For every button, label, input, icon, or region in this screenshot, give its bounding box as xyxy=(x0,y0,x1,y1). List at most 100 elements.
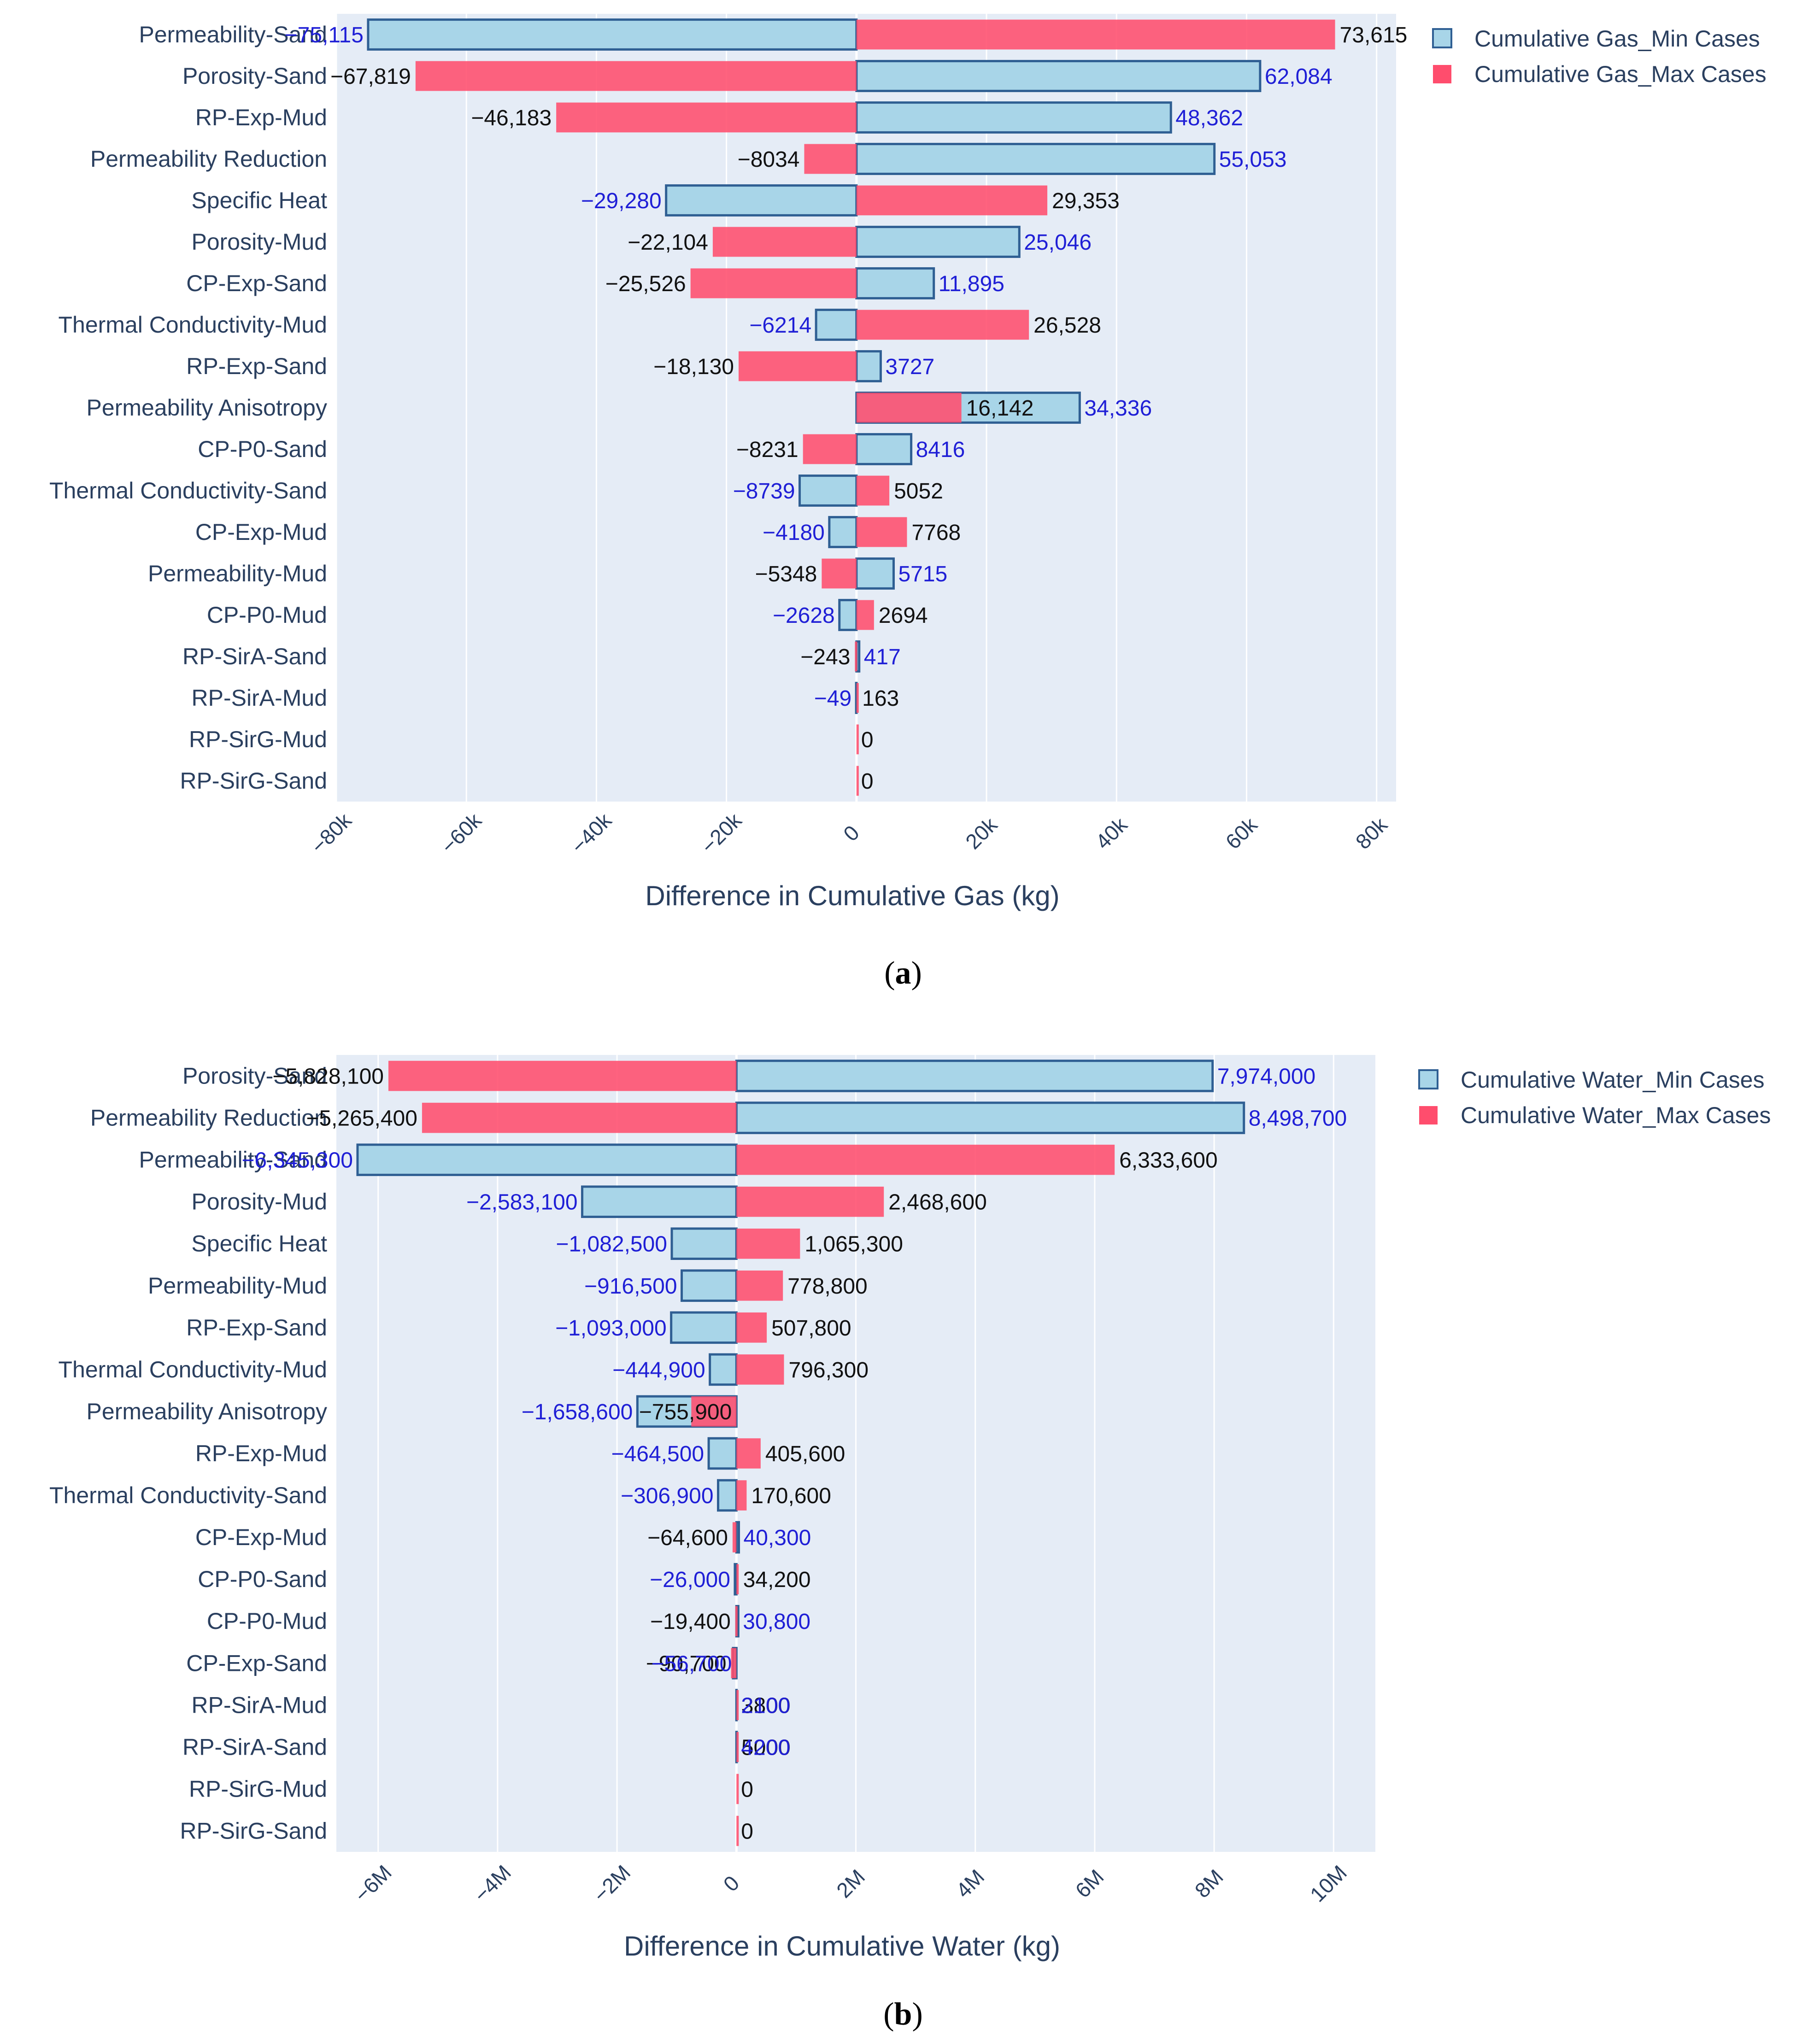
max-case-bar xyxy=(857,393,962,423)
max-case-bar xyxy=(422,1103,736,1133)
x-tick-label: −2M xyxy=(588,1860,635,1907)
min-case-value-label: −6,345,300 xyxy=(241,1148,353,1173)
max-case-value-label: 16,142 xyxy=(966,396,1034,421)
x-tick-label: 0 xyxy=(719,1871,744,1896)
legend-swatch-min xyxy=(1419,1070,1438,1089)
max-case-bar xyxy=(822,559,856,589)
caption-open: ( xyxy=(883,1997,894,2032)
max-case-value-label: −243 xyxy=(800,645,850,669)
min-case-value-label: 40,300 xyxy=(744,1526,811,1550)
category-label: Thermal Conductivity-Sand xyxy=(49,478,327,504)
category-label: CP-Exp-Mud xyxy=(195,519,327,545)
max-case-bar xyxy=(736,1438,761,1469)
min-case-bar xyxy=(682,1271,737,1301)
max-case-bar xyxy=(736,1187,884,1217)
min-case-bar xyxy=(856,683,857,713)
min-case-bar xyxy=(857,227,1019,257)
category-label: RP-Exp-Sand xyxy=(186,1315,327,1341)
category-label: CP-P0-Sand xyxy=(198,1566,327,1592)
caption-close: ) xyxy=(912,1997,922,2032)
category-label: Specific Heat xyxy=(191,1231,327,1257)
category-label: RP-SirA-Sand xyxy=(182,1734,327,1760)
max-case-value-label: −755,900 xyxy=(639,1400,732,1424)
min-case-value-label: 4200 xyxy=(741,1735,790,1760)
legend-label-min: Cumulative Gas_Min Cases xyxy=(1474,26,1760,52)
max-case-value-label: 5052 xyxy=(894,479,943,504)
category-label: Thermal Conductivity-Sand xyxy=(49,1482,327,1508)
category-label: RP-SirG-Mud xyxy=(189,1776,327,1802)
min-case-value-label: 48,362 xyxy=(1175,106,1243,130)
max-case-value-label: −46,183 xyxy=(471,106,552,130)
min-case-bar xyxy=(358,1145,736,1175)
min-case-bar xyxy=(857,269,934,299)
min-case-value-label: −306,900 xyxy=(621,1484,714,1508)
min-case-value-label: −6214 xyxy=(749,313,811,338)
caption-letter: a xyxy=(895,955,911,991)
max-case-value-label: 73,615 xyxy=(1340,23,1408,47)
max-case-value-label: 7768 xyxy=(911,521,961,545)
max-case-bar xyxy=(857,310,1029,340)
x-tick-label: −6M xyxy=(350,1860,396,1907)
x-tick-label: −40k xyxy=(566,808,616,858)
category-label: Porosity-Sand xyxy=(182,63,327,89)
legend-swatch-min xyxy=(1433,29,1451,47)
x-tick-label: 10M xyxy=(1305,1861,1351,1907)
category-label: RP-SirA-Mud xyxy=(192,1692,327,1718)
category-label: CP-Exp-Mud xyxy=(195,1524,327,1550)
category-label: Permeability Reduction xyxy=(90,146,327,172)
category-label: RP-SirG-Mud xyxy=(189,726,327,752)
min-case-value-label: 2100 xyxy=(741,1693,790,1718)
min-case-bar xyxy=(736,1522,739,1552)
min-case-bar xyxy=(857,559,894,589)
min-case-value-label: −1,093,000 xyxy=(555,1316,667,1341)
x-tick-label: −60k xyxy=(436,808,487,858)
max-case-bar xyxy=(739,351,857,381)
max-case-value-label: −64,600 xyxy=(647,1526,728,1550)
min-case-value-label: −29,280 xyxy=(581,189,662,213)
category-label: CP-Exp-Sand xyxy=(186,1650,327,1676)
max-case-value-label: −5348 xyxy=(755,562,817,586)
x-tick-label: 80k xyxy=(1351,812,1392,854)
max-case-bar xyxy=(736,1354,784,1385)
category-label: RP-Exp-Mud xyxy=(195,1441,327,1466)
min-case-bar xyxy=(718,1480,737,1511)
max-case-value-label: 2694 xyxy=(879,603,928,628)
max-case-value-label: −67,819 xyxy=(330,64,411,89)
max-case-bar xyxy=(857,766,859,796)
min-case-bar xyxy=(709,1438,736,1469)
max-case-value-label: −25,526 xyxy=(605,272,686,296)
min-case-value-label: −1,082,500 xyxy=(556,1232,667,1257)
category-label: CP-P0-Sand xyxy=(198,436,327,462)
min-case-bar xyxy=(857,434,911,464)
category-label: RP-SirA-Sand xyxy=(182,644,327,669)
min-case-value-label: −2,583,100 xyxy=(466,1190,578,1215)
min-case-value-label: −444,900 xyxy=(612,1358,705,1382)
legend-swatch-max xyxy=(1419,1106,1438,1124)
min-case-bar xyxy=(736,1061,1212,1091)
x-tick-label: 60k xyxy=(1221,812,1262,854)
max-case-bar xyxy=(857,20,1335,50)
max-case-value-label: 0 xyxy=(861,728,874,752)
panel-caption: (b) xyxy=(883,1997,923,2032)
max-case-value-label: −5,265,400 xyxy=(306,1107,417,1131)
panel-caption: (a) xyxy=(884,955,922,991)
min-case-value-label: 3727 xyxy=(885,355,934,379)
min-case-value-label: −4180 xyxy=(763,521,825,545)
x-tick-label: −80k xyxy=(306,808,357,858)
min-case-value-label: −8739 xyxy=(733,479,795,504)
min-case-bar xyxy=(800,476,857,506)
max-case-bar xyxy=(736,1145,1115,1175)
max-case-bar xyxy=(733,1522,736,1552)
min-case-bar xyxy=(671,1312,737,1343)
max-case-value-label: −8034 xyxy=(738,147,800,172)
min-case-value-label: 11,895 xyxy=(939,272,1004,296)
max-case-value-label: 405,600 xyxy=(765,1442,845,1466)
min-case-value-label: −75,115 xyxy=(285,23,364,47)
min-case-value-label: −56,700 xyxy=(651,1651,732,1676)
max-case-value-label: 796,300 xyxy=(789,1358,869,1382)
max-case-bar xyxy=(736,1312,767,1343)
max-case-bar xyxy=(691,269,857,299)
max-case-bar xyxy=(736,1732,739,1763)
